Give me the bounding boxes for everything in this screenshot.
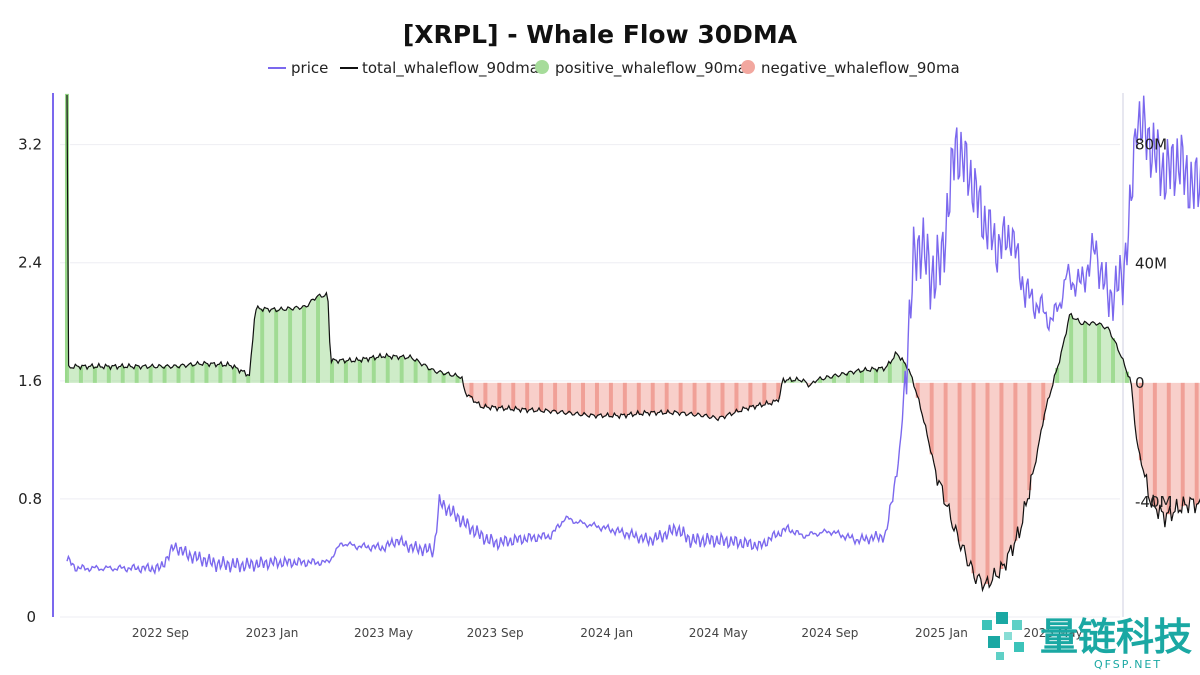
watermark-text: 量链科技	[1040, 615, 1192, 659]
x-tick: 2024 Sep	[801, 626, 858, 640]
left-axis-ticks: 0 0.8 1.6 2.4 3.2	[18, 136, 42, 626]
x-tick: 2024 May	[689, 626, 748, 640]
left-tick: 0	[26, 608, 36, 626]
right-tick: 80M	[1135, 136, 1167, 154]
x-axis-ticks: 2022 Sep 2023 Jan 2023 May 2023 Sep 2024…	[132, 626, 1083, 640]
chart-title: [XRPL] - Whale Flow 30DMA	[403, 20, 798, 49]
legend-label-positive: positive_whaleflow_90ma	[555, 59, 747, 78]
left-tick: 2.4	[18, 254, 42, 272]
right-tick: -40M	[1135, 493, 1172, 511]
legend-label-total: total_whaleflow_90dma	[362, 59, 539, 78]
total-whaleflow-line	[66, 94, 1200, 593]
left-tick: 0.8	[18, 490, 42, 508]
whaleflow-bars	[64, 93, 1200, 584]
x-tick: 2022 Sep	[132, 626, 189, 640]
left-tick: 3.2	[18, 136, 42, 154]
watermark-subtext: QFSP.NET	[1094, 658, 1162, 671]
negative-whaleflow-area	[66, 382, 1200, 591]
legend[interactable]: price total_whaleflow_90dma positive_wha…	[268, 59, 960, 78]
x-tick: 2023 Jan	[246, 626, 299, 640]
watermark-logo-icon	[982, 612, 1024, 660]
x-tick: 2023 May	[354, 626, 413, 640]
right-axis-ticks: -40M 0 40M 80M	[1135, 136, 1172, 511]
positive-whaleflow-area	[66, 94, 1200, 383]
x-tick: 2025 May	[1023, 626, 1082, 640]
left-tick: 1.6	[18, 372, 42, 390]
right-tick: 40M	[1135, 255, 1167, 273]
legend-swatch-negative	[741, 60, 755, 74]
price-line	[66, 95, 1200, 576]
legend-swatch-positive	[535, 60, 549, 74]
legend-label-price: price	[291, 59, 328, 77]
right-tick: 0	[1135, 374, 1145, 392]
watermark: 量链科技 QFSP.NET	[982, 612, 1192, 671]
x-tick: 2024 Jan	[580, 626, 633, 640]
x-tick: 2025 Jan	[915, 626, 968, 640]
x-tick: 2023 Sep	[467, 626, 524, 640]
legend-label-negative: negative_whaleflow_90ma	[761, 59, 960, 78]
